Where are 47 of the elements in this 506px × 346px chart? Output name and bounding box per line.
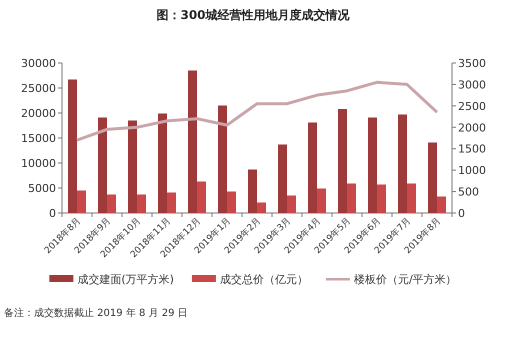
y2-tick-label: 500: [458, 186, 479, 199]
y2-tick-label: 1500: [458, 142, 486, 156]
bar: [107, 194, 116, 213]
legend-label: 成交总价（亿元）: [220, 273, 308, 286]
bar: [128, 120, 137, 213]
legend-label: 成交建面(万平方米): [77, 273, 174, 286]
bar: [257, 202, 266, 213]
bar: [167, 192, 176, 213]
y-tick-label: 0: [49, 207, 56, 220]
bar: [377, 184, 386, 213]
line-series: [76, 80, 438, 142]
y-tick-label: 20000: [21, 107, 56, 120]
bar: [347, 184, 356, 213]
y-tick-label: 10000: [21, 157, 56, 170]
bar: [188, 70, 197, 213]
bar: [197, 182, 206, 213]
y2-tick-label: 0: [458, 207, 465, 220]
legend-label: 楼板价（元/平方米）: [354, 273, 457, 286]
bar: [218, 106, 227, 213]
y-tick-label: 5000: [28, 182, 56, 195]
bar: [338, 109, 347, 213]
bar: [68, 80, 77, 213]
bar: [248, 170, 257, 213]
y-tick-label: 30000: [21, 57, 56, 70]
bar: [227, 192, 236, 213]
y2-tick-label: 3500: [458, 57, 486, 70]
bar: [308, 122, 317, 213]
y-tick-label: 15000: [21, 132, 56, 145]
bar: [317, 188, 326, 213]
bar: [98, 118, 107, 213]
bar: [77, 190, 86, 213]
bar: [407, 184, 416, 213]
bar: [398, 114, 407, 213]
y2-tick-label: 1000: [458, 164, 486, 178]
y2-tick-label: 2000: [458, 121, 486, 134]
bar: [158, 114, 167, 213]
bar: [287, 196, 296, 213]
chart-title: 图：300城经营性用地月度成交情况: [156, 8, 351, 22]
text: 备注：成交数据截止 2019 年 8 月 29 日: [4, 307, 188, 319]
bar: [137, 194, 146, 213]
y2-tick-label: 3000: [458, 78, 486, 92]
bar: [428, 142, 437, 213]
bar: [437, 196, 446, 213]
y2-tick-label: 2500: [458, 100, 486, 113]
bar: [278, 144, 287, 213]
bar: [368, 118, 377, 213]
y-tick-label: 25000: [21, 82, 56, 95]
